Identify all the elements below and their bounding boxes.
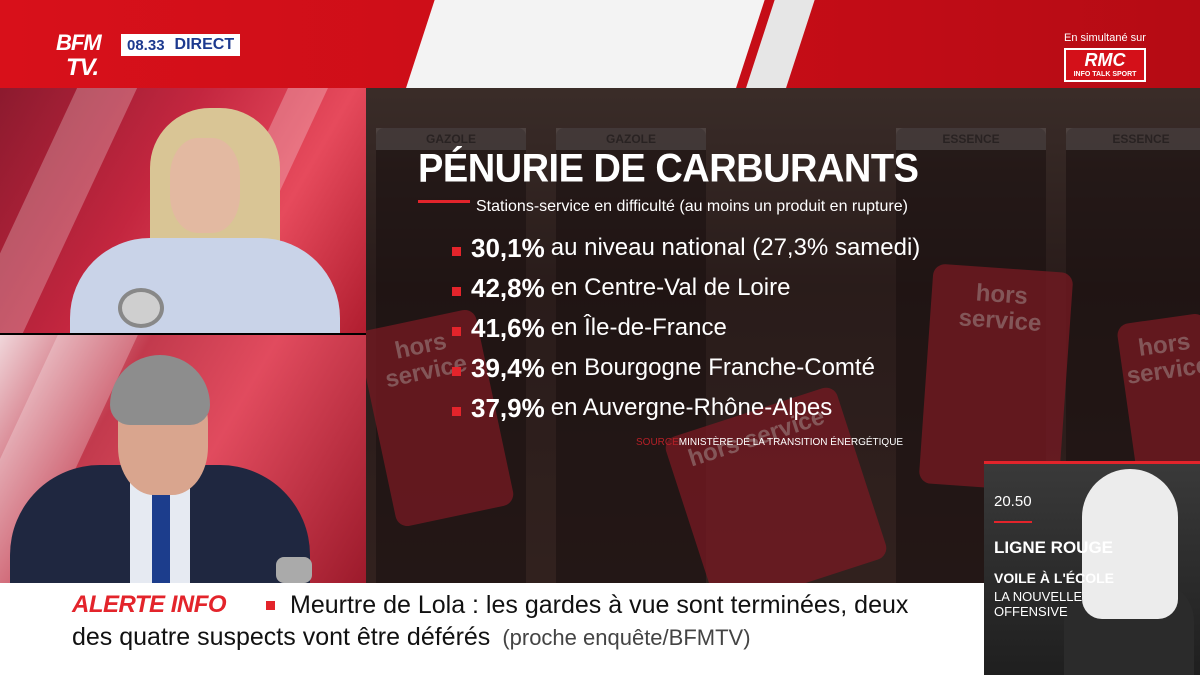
bullet-icon xyxy=(452,406,461,416)
bfmtv-logo: BFM TV. xyxy=(56,32,118,84)
logo-line2: TV. xyxy=(66,54,99,81)
host-body xyxy=(70,238,340,333)
pump-label: ESSENCE xyxy=(896,128,1046,150)
graphic-subtitle: Stations-service en difficulté (au moins… xyxy=(476,198,908,215)
promo-title: VOILE À L'ÉCOLE xyxy=(994,570,1115,586)
pump-label: ESSENCE xyxy=(1066,128,1200,150)
stat-value: 42,8% xyxy=(471,272,545,303)
stat-text: en Bourgogne Franche-Comté xyxy=(550,354,875,381)
news-ticker: ALERTE INFO Meurtre de Lola : les gardes… xyxy=(0,583,984,675)
simulcast-label: En simultané sur xyxy=(1064,32,1146,44)
source-text: MINISTÈRE DE LA TRANSITION ÉNERGÉTIQUE xyxy=(678,437,904,448)
guest-tie xyxy=(152,485,170,583)
clock-badge: 08.33 DIRECT xyxy=(121,34,241,56)
microphone-icon xyxy=(118,288,164,328)
promo-time: 20.50 xyxy=(994,493,1032,510)
stat-text: en Centre-Val de Loire xyxy=(550,274,791,301)
stat-text: en Île-de-France xyxy=(550,314,727,341)
bullet-icon xyxy=(452,246,461,256)
pump-label: GAZOLE xyxy=(556,128,706,150)
host-face xyxy=(170,138,240,233)
promo-subtitle: LA NOUVELLE OFFENSIVE xyxy=(994,589,1083,619)
stat-value: 41,6% xyxy=(471,312,545,343)
ticker-source: (proche enquête/BFMTV) xyxy=(502,625,751,650)
bullet-icon xyxy=(452,366,461,376)
alert-label: ALERTE INFO xyxy=(72,591,227,618)
stat-text: en Auvergne-Rhône-Alpes xyxy=(550,394,833,421)
guest-hair xyxy=(110,355,210,425)
stat-value: 37,9% xyxy=(471,392,545,423)
program-promo: 20.50 LIGNE ROUGE VOILE À L'ÉCOLE LA NOU… xyxy=(984,461,1200,675)
title-accent-line xyxy=(418,200,470,203)
studio-camera-host xyxy=(0,88,366,333)
graphic-title: PÉNURIE DE CARBURANTS xyxy=(418,146,919,192)
promo-figure-veil xyxy=(1082,469,1178,619)
rmc-sub: INFO TALK SPORT xyxy=(1073,71,1137,78)
stat-text: au niveau national (27,3% samedi) xyxy=(550,234,921,261)
banner-stripe xyxy=(402,0,768,88)
ticker-line1: Meurtre de Lola : les gardes à vue sont … xyxy=(290,591,909,619)
stat-item: 42,8% en Centre-Val de Loire xyxy=(452,268,920,308)
rmc-brand: RMC xyxy=(1084,50,1126,70)
promo-show-name: LIGNE ROUGE xyxy=(994,538,1114,557)
fuel-pump: GAZOLE xyxy=(556,128,706,583)
pump-label: GAZOLE xyxy=(376,128,526,150)
stat-item: 41,6% en Île-de-France xyxy=(452,308,920,348)
ticker-line2: des quatre suspects vont être déférés (pr… xyxy=(72,623,751,652)
stat-item: 37,9% en Auvergne-Rhône-Alpes xyxy=(452,388,920,428)
stat-item: 30,1% au niveau national (27,3% samedi) xyxy=(452,228,920,268)
studio-camera-guest xyxy=(0,335,366,583)
bullet-icon xyxy=(452,326,461,336)
promo-accent-line xyxy=(994,521,1032,523)
logo-line1: BFM xyxy=(56,30,102,55)
stat-value: 39,4% xyxy=(471,352,545,383)
alert-square-icon xyxy=(266,601,275,610)
bullet-icon xyxy=(452,286,461,296)
clock-time: 08.33 xyxy=(127,36,165,54)
stat-item: 39,4% en Bourgogne Franche-Comté xyxy=(452,348,920,388)
rmc-logo: RMC INFO TALK SPORT xyxy=(1064,48,1146,82)
stats-list: 30,1% au niveau national (27,3% samedi) … xyxy=(452,228,920,428)
source-label: SOURCE xyxy=(636,437,679,448)
promo-accent-bar xyxy=(984,461,1200,464)
microphone-icon xyxy=(276,557,312,583)
ticker-line2-text: des quatre suspects vont être déférés xyxy=(72,623,491,651)
stat-value: 30,1% xyxy=(471,232,545,263)
source-credit: SOURCEMINISTÈRE DE LA TRANSITION ÉNERGÉT… xyxy=(636,437,903,448)
live-label: DIRECT xyxy=(174,36,235,53)
